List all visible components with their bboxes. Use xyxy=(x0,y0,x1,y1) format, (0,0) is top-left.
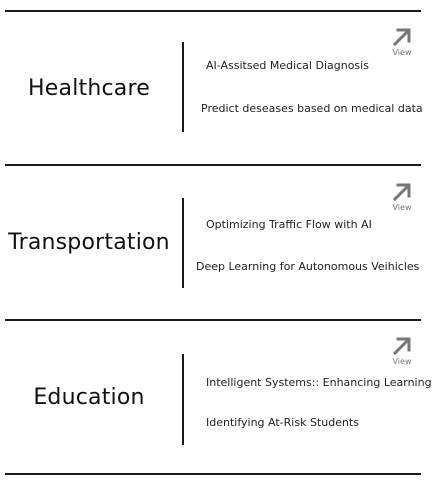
view-label: View xyxy=(392,48,412,57)
view-link[interactable]: View xyxy=(389,27,415,57)
view-label: View xyxy=(392,357,412,366)
category-title: Education xyxy=(33,384,145,410)
section-divider xyxy=(5,473,421,475)
section-divider xyxy=(5,164,421,166)
vertical-divider xyxy=(182,354,184,445)
category-title: Healthcare xyxy=(28,75,150,101)
use-case-link[interactable]: Deep Learning for Autonomous Veihicles xyxy=(196,260,420,273)
view-link[interactable]: View xyxy=(389,336,415,366)
use-case-link[interactable]: AI-Assitsed Medical Diagnosis xyxy=(206,59,369,72)
view-label: View xyxy=(392,203,412,212)
vertical-divider xyxy=(182,42,184,132)
view-link[interactable]: View xyxy=(389,182,415,212)
use-case-link[interactable]: Intelligent Systems:: Enhancing Learning xyxy=(206,376,432,389)
vertical-divider xyxy=(182,198,184,288)
arrow-up-right-icon xyxy=(392,337,411,356)
use-case-section-education: Education View Intelligent Systems:: Enh… xyxy=(0,321,443,473)
use-case-section-healthcare: Healthcare View AI-Assitsed Medical Diag… xyxy=(0,12,443,164)
use-case-section-transportation: Transportation View Optimizing Traffic F… xyxy=(0,166,443,318)
category-title: Transportation xyxy=(8,229,170,255)
use-case-link[interactable]: Predict deseases based on medical data xyxy=(201,102,423,115)
use-case-link[interactable]: Identifying At-Risk Students xyxy=(206,416,359,429)
section-divider xyxy=(5,319,421,321)
arrow-up-right-icon xyxy=(392,28,411,47)
section-divider xyxy=(5,10,421,12)
use-case-link[interactable]: Optimizing Traffic Flow with AI xyxy=(206,218,372,231)
arrow-up-right-icon xyxy=(392,183,411,202)
